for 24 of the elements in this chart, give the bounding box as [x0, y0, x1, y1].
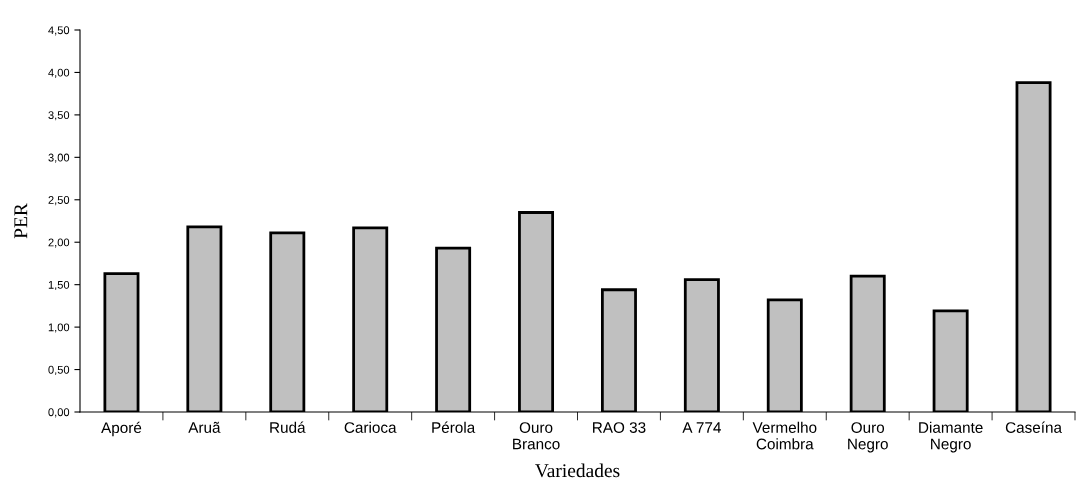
y-tick-label: 3,50	[48, 111, 70, 121]
x-tick-label: Vermelho Coimbra	[752, 421, 817, 450]
x-tick-label: Rudá	[270, 421, 306, 433]
y-tick-label: 4,50	[48, 26, 70, 36]
x-tick-label: Pérola	[432, 421, 476, 433]
y-tick-label: 1,50	[48, 280, 70, 291]
x-tick-label: A 774	[682, 422, 721, 433]
x-tick-label: Aruã	[188, 421, 221, 433]
y-axis-title: PER	[14, 203, 28, 239]
y-tick-label: 1,00	[48, 323, 70, 333]
y-tick-label: 4,00	[48, 68, 70, 78]
y-tick-label: 2,00	[48, 238, 70, 248]
x-tick-label: Diamante Negro	[919, 421, 983, 453]
x-tick-label: RAO 33	[593, 422, 646, 433]
x-tick-label: Caseína	[1005, 421, 1062, 433]
x-tick-label: Aporé	[101, 421, 142, 437]
x-axis-title: Variedades	[535, 463, 620, 478]
y-tick-label: 3,00	[48, 153, 70, 163]
y-tick-label: 0,50	[48, 365, 70, 375]
y-tick-label: 0,00	[48, 408, 70, 418]
y-tick-label: 2,50	[48, 196, 70, 206]
x-tick-label: Ouro Negro	[848, 422, 888, 453]
x-tick-label: Ouro Branco	[513, 422, 560, 450]
x-tick-label: Carioca	[344, 421, 397, 433]
